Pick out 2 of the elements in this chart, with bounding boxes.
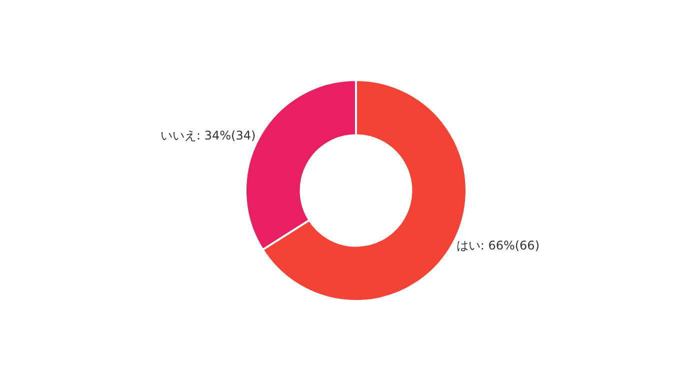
slice-label: はい: 66%(66) — [456, 238, 540, 252]
slice-label: いいえ: 34%(34) — [160, 128, 256, 143]
